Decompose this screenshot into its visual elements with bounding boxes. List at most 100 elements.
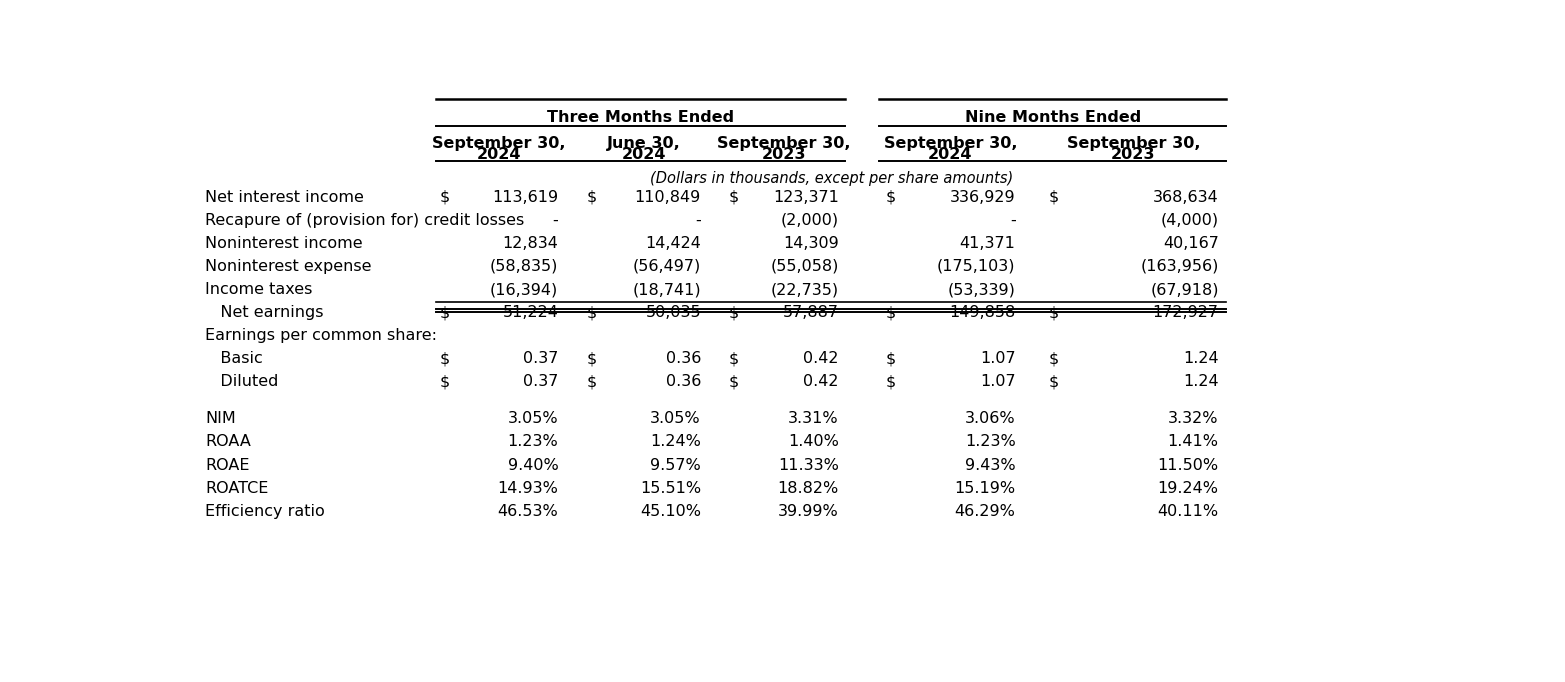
Text: Efficiency ratio: Efficiency ratio xyxy=(205,504,324,519)
Text: Noninterest income: Noninterest income xyxy=(205,236,363,251)
Text: $: $ xyxy=(886,374,895,389)
Text: (16,394): (16,394) xyxy=(490,282,559,297)
Text: 336,929: 336,929 xyxy=(950,190,1016,205)
Text: Basic: Basic xyxy=(205,351,263,366)
Text: 110,849: 110,849 xyxy=(635,190,701,205)
Text: 57,887: 57,887 xyxy=(782,305,839,320)
Text: 113,619: 113,619 xyxy=(493,190,559,205)
Text: September 30,: September 30, xyxy=(432,136,567,151)
Text: Diluted: Diluted xyxy=(205,374,279,389)
Text: 1.40%: 1.40% xyxy=(789,434,839,449)
Text: $: $ xyxy=(440,351,451,366)
Text: 2023: 2023 xyxy=(1111,147,1155,162)
Text: 11.50%: 11.50% xyxy=(1158,458,1219,473)
Text: $: $ xyxy=(587,351,598,366)
Text: 18.82%: 18.82% xyxy=(778,481,839,496)
Text: 11.33%: 11.33% xyxy=(778,458,839,473)
Text: 3.32%: 3.32% xyxy=(1167,411,1219,426)
Text: (56,497): (56,497) xyxy=(632,259,701,274)
Text: Noninterest expense: Noninterest expense xyxy=(205,259,371,274)
Text: 9.57%: 9.57% xyxy=(649,458,701,473)
Text: -: - xyxy=(695,213,701,228)
Text: September 30,: September 30, xyxy=(1067,136,1200,151)
Text: Nine Months Ended: Nine Months Ended xyxy=(964,110,1141,125)
Text: (Dollars in thousands, except per share amounts): (Dollars in thousands, except per share … xyxy=(649,171,1013,186)
Text: 2024: 2024 xyxy=(928,147,973,162)
Text: $: $ xyxy=(886,351,895,366)
Text: $: $ xyxy=(587,305,598,320)
Text: 1.24%: 1.24% xyxy=(649,434,701,449)
Text: Three Months Ended: Three Months Ended xyxy=(546,110,734,125)
Text: 0.42: 0.42 xyxy=(803,374,839,389)
Text: $: $ xyxy=(1049,305,1058,320)
Text: 0.37: 0.37 xyxy=(523,374,559,389)
Text: 3.05%: 3.05% xyxy=(507,411,559,426)
Text: September 30,: September 30, xyxy=(717,136,851,151)
Text: 368,634: 368,634 xyxy=(1153,190,1219,205)
Text: 9.43%: 9.43% xyxy=(966,458,1016,473)
Text: $: $ xyxy=(1049,351,1058,366)
Text: 50,035: 50,035 xyxy=(645,305,701,320)
Text: (175,103): (175,103) xyxy=(937,259,1016,274)
Text: ROAE: ROAE xyxy=(205,458,249,473)
Text: Recapure of (provision for) credit losses: Recapure of (provision for) credit losse… xyxy=(205,213,524,228)
Text: 123,371: 123,371 xyxy=(773,190,839,205)
Text: June 30,: June 30, xyxy=(607,136,681,151)
Text: 1.41%: 1.41% xyxy=(1167,434,1219,449)
Text: $: $ xyxy=(440,305,451,320)
Text: 41,371: 41,371 xyxy=(959,236,1016,251)
Text: $: $ xyxy=(729,305,739,320)
Text: 1.07: 1.07 xyxy=(980,374,1016,389)
Text: 2024: 2024 xyxy=(477,147,521,162)
Text: 46.53%: 46.53% xyxy=(498,504,559,519)
Text: 1.23%: 1.23% xyxy=(507,434,559,449)
Text: 0.36: 0.36 xyxy=(665,374,701,389)
Text: (163,956): (163,956) xyxy=(1141,259,1219,274)
Text: ROAA: ROAA xyxy=(205,434,250,449)
Text: (4,000): (4,000) xyxy=(1161,213,1219,228)
Text: (67,918): (67,918) xyxy=(1150,282,1219,297)
Text: $: $ xyxy=(729,351,739,366)
Text: 46.29%: 46.29% xyxy=(955,504,1016,519)
Text: $: $ xyxy=(440,190,451,205)
Text: 2023: 2023 xyxy=(762,147,806,162)
Text: (55,058): (55,058) xyxy=(770,259,839,274)
Text: 14.93%: 14.93% xyxy=(498,481,559,496)
Text: 9.40%: 9.40% xyxy=(507,458,559,473)
Text: Net earnings: Net earnings xyxy=(205,305,324,320)
Text: 2024: 2024 xyxy=(621,147,667,162)
Text: (53,339): (53,339) xyxy=(948,282,1016,297)
Text: 19.24%: 19.24% xyxy=(1158,481,1219,496)
Text: $: $ xyxy=(440,374,451,389)
Text: (18,741): (18,741) xyxy=(632,282,701,297)
Text: 40.11%: 40.11% xyxy=(1158,504,1219,519)
Text: Earnings per common share:: Earnings per common share: xyxy=(205,328,437,343)
Text: Income taxes: Income taxes xyxy=(205,282,313,297)
Text: Net interest income: Net interest income xyxy=(205,190,363,205)
Text: -: - xyxy=(1009,213,1016,228)
Text: $: $ xyxy=(1049,374,1058,389)
Text: 1.23%: 1.23% xyxy=(966,434,1016,449)
Text: 14,309: 14,309 xyxy=(782,236,839,251)
Text: 51,224: 51,224 xyxy=(502,305,559,320)
Text: (22,735): (22,735) xyxy=(770,282,839,297)
Text: (2,000): (2,000) xyxy=(781,213,839,228)
Text: 45.10%: 45.10% xyxy=(640,504,701,519)
Text: 40,167: 40,167 xyxy=(1163,236,1219,251)
Text: $: $ xyxy=(1049,190,1058,205)
Text: 1.24: 1.24 xyxy=(1183,351,1219,366)
Text: $: $ xyxy=(729,190,739,205)
Text: 3.06%: 3.06% xyxy=(966,411,1016,426)
Text: 3.05%: 3.05% xyxy=(651,411,701,426)
Text: NIM: NIM xyxy=(205,411,236,426)
Text: -: - xyxy=(552,213,559,228)
Text: 1.07: 1.07 xyxy=(980,351,1016,366)
Text: 12,834: 12,834 xyxy=(502,236,559,251)
Text: 0.36: 0.36 xyxy=(665,351,701,366)
Text: 0.42: 0.42 xyxy=(803,351,839,366)
Text: September 30,: September 30, xyxy=(884,136,1017,151)
Text: 3.31%: 3.31% xyxy=(789,411,839,426)
Text: 14,424: 14,424 xyxy=(645,236,701,251)
Text: $: $ xyxy=(886,190,895,205)
Text: $: $ xyxy=(886,305,895,320)
